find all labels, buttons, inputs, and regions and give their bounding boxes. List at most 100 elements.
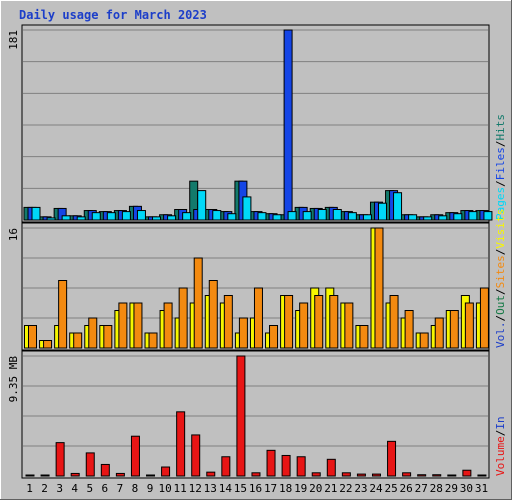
requests-bar-pages-28 <box>438 215 448 221</box>
visitors-bar-sites-3 <box>58 280 68 349</box>
requests-bar-pages-21 <box>332 209 342 221</box>
visitors-bar-sites-2 <box>43 340 53 349</box>
volume-panel <box>21 350 490 479</box>
x-tick-label-8: 8 <box>132 482 139 495</box>
requests-bar-files-18 <box>283 29 293 221</box>
x-tick-label-17: 17 <box>264 482 277 495</box>
volume-bar-volume-9 <box>146 474 156 477</box>
visitors-bar-sites-22 <box>344 302 354 349</box>
volume-bar-volume-28 <box>432 474 442 477</box>
visitors-bar-sites-1 <box>28 325 37 349</box>
volume-bar-volume-19 <box>296 456 306 477</box>
volume-bar-volume-15 <box>236 355 246 477</box>
x-tick-label-2: 2 <box>41 482 48 495</box>
requests-bar-pages-8 <box>136 210 146 221</box>
requests-bar-pages-24 <box>377 202 387 221</box>
volume-bar-volume-1 <box>25 474 35 477</box>
chart-title: Daily usage for March 2023 <box>19 8 207 22</box>
legend-separator: / <box>494 249 507 256</box>
volume-bar-volume-21 <box>326 458 336 477</box>
legend-sites: Sites <box>494 255 507 288</box>
volume-bar-volume-20 <box>311 472 321 477</box>
volume-bar-volume-7 <box>115 472 125 477</box>
visitors-bar-sites-15 <box>238 317 248 349</box>
requests-legend: Pages/Files/Hits <box>494 114 507 220</box>
requests-bar-pages-3 <box>61 215 71 221</box>
requests-bar-pages-31 <box>483 211 493 221</box>
requests-bar-pages-15 <box>242 196 252 221</box>
volume-legend: Volume/In <box>494 416 507 476</box>
requests-bar-pages-5 <box>91 212 101 221</box>
x-tick-label-14: 14 <box>219 482 233 495</box>
volume-bar-volume-25 <box>387 440 397 477</box>
visitors-max-label: 16 <box>7 228 20 241</box>
volume-bar-volume-14 <box>221 456 231 477</box>
legend-in: In <box>494 416 507 429</box>
x-tick-label-15: 15 <box>234 482 247 495</box>
legend-separator: / <box>494 430 507 437</box>
legend-files: Files <box>494 147 507 180</box>
x-tick-label-26: 26 <box>400 482 413 495</box>
x-tick-label-29: 29 <box>445 482 458 495</box>
visitors-bar-sites-6 <box>103 325 113 349</box>
x-tick-label-9: 9 <box>147 482 154 495</box>
x-tick-label-20: 20 <box>309 482 322 495</box>
legend-separator: / <box>494 315 507 322</box>
requests-bar-pages-23 <box>362 214 372 221</box>
legend-vol: Vol. <box>494 322 507 349</box>
volume-bar-volume-2 <box>40 474 50 477</box>
volume-bar-volume-24 <box>371 473 381 477</box>
x-tick-label-13: 13 <box>204 482 217 495</box>
visitors-bar-sites-25 <box>389 295 399 349</box>
legend-pages: Pages <box>494 187 507 220</box>
visitors-bar-sites-24 <box>374 227 384 349</box>
requests-bar-pages-14 <box>227 213 237 221</box>
visitors-bar-sites-21 <box>329 295 339 349</box>
visitors-bar-sites-10 <box>163 302 173 349</box>
legend-separator: / <box>494 180 507 187</box>
visitors-bar-sites-28 <box>434 317 444 349</box>
visitors-legend: Vol./Out/Sites/Visits <box>494 209 507 348</box>
requests-bar-pages-29 <box>453 213 463 221</box>
x-tick-label-10: 10 <box>158 482 171 495</box>
volume-bar-volume-12 <box>191 434 201 477</box>
volume-bar-volume-23 <box>356 473 366 477</box>
requests-bar-pages-18 <box>287 211 297 221</box>
visitors-bar-sites-16 <box>253 287 263 349</box>
visitors-bar-sites-31 <box>479 287 489 349</box>
visitors-bar-sites-5 <box>88 317 98 349</box>
volume-bar-volume-29 <box>447 474 457 477</box>
visitors-bar-sites-20 <box>314 295 324 349</box>
volume-bar-volume-18 <box>281 454 291 477</box>
x-tick-label-5: 5 <box>86 482 93 495</box>
requests-panel <box>21 24 490 223</box>
volume-bar-volume-30 <box>462 469 472 477</box>
x-tick-label-12: 12 <box>189 482 202 495</box>
visitors-bar-sites-30 <box>464 302 474 349</box>
x-tick-label-23: 23 <box>354 482 367 495</box>
x-tick-label-30: 30 <box>460 482 473 495</box>
visitors-bar-sites-7 <box>118 302 128 349</box>
volume-bar-volume-31 <box>477 474 487 477</box>
legend-hits: Hits <box>494 114 507 141</box>
visitors-bar-sites-9 <box>148 332 158 349</box>
legend-volume: Volume <box>494 436 507 476</box>
legend-visits: Visits <box>494 209 507 249</box>
visitors-bar-sites-14 <box>223 295 233 349</box>
legend-separator: / <box>494 141 507 148</box>
visitors-bar-sites-19 <box>299 302 309 349</box>
volume-bar-volume-5 <box>85 452 95 477</box>
x-tick-label-27: 27 <box>415 482 428 495</box>
requests-bar-pages-13 <box>212 210 222 221</box>
volume-bar-volume-8 <box>130 435 140 477</box>
requests-bar-pages-25 <box>393 192 403 221</box>
visitors-bar-sites-8 <box>133 302 143 349</box>
requests-bar-pages-7 <box>121 211 131 221</box>
legend-separator: / <box>494 288 507 295</box>
visitors-bar-sites-13 <box>208 280 218 349</box>
requests-bar-pages-2 <box>46 217 56 221</box>
requests-bar-pages-17 <box>272 214 282 221</box>
visitors-bar-sites-12 <box>193 257 203 349</box>
volume-bar-volume-11 <box>176 411 186 477</box>
visitors-bar-sites-26 <box>404 310 414 349</box>
